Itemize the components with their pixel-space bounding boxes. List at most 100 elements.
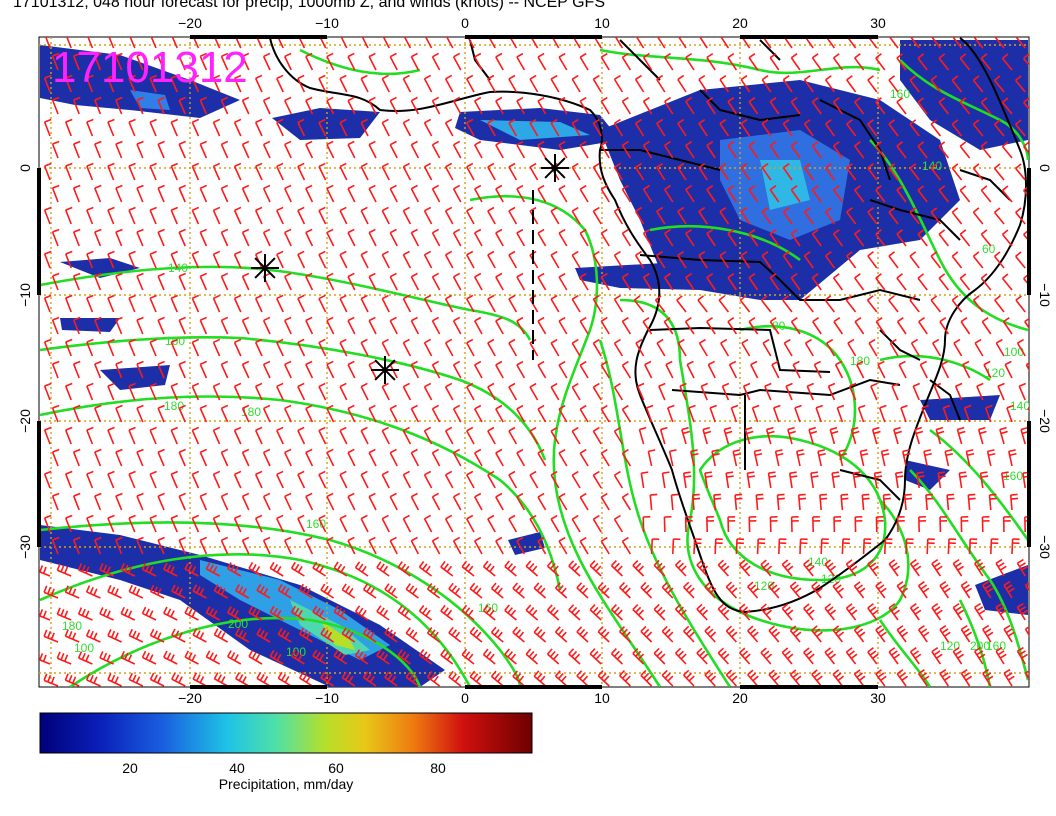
wind-barb [495, 272, 504, 291]
wind-barb [212, 118, 221, 137]
wind-barb [988, 493, 997, 511]
wind-barb [205, 606, 220, 621]
storm-marker-1 [541, 154, 569, 182]
wind-barb [326, 492, 335, 511]
wind-barb [85, 673, 101, 687]
wind-barb [558, 140, 568, 159]
wind-barb [621, 360, 632, 379]
wind-barb [51, 448, 60, 467]
wind-barb [1015, 163, 1026, 181]
wind-barb [86, 74, 94, 93]
wind-barb [914, 426, 924, 445]
wind-barb [688, 404, 696, 423]
wind-barb [558, 492, 568, 511]
wind-barb [537, 536, 547, 555]
wind-barb [220, 140, 229, 159]
wind-barb [418, 560, 433, 577]
wind-barb [875, 141, 886, 159]
wind-barb [558, 404, 568, 423]
wind-barb [550, 426, 560, 445]
wind-barb [954, 382, 963, 401]
wind-barb [284, 492, 292, 511]
wind-barb [107, 629, 122, 643]
wind-barb [512, 670, 525, 687]
wind-barb [381, 206, 390, 225]
wind-barb [362, 627, 377, 643]
wind-barb [576, 670, 589, 687]
wind-barb [444, 74, 454, 93]
wind-barb [938, 141, 950, 159]
storm-markers [251, 154, 569, 384]
wind-barb [589, 560, 602, 577]
wind-barb [171, 628, 186, 643]
wind-barb [682, 471, 692, 489]
wind-barb [529, 426, 539, 445]
wind-barb [959, 141, 971, 159]
wind-barb [932, 338, 942, 357]
wind-barb [233, 250, 242, 269]
wind-barb [297, 74, 306, 93]
wind-barb [959, 53, 971, 71]
wind-barb [150, 37, 157, 49]
wind-barb [951, 37, 963, 49]
lat-tick-label: −20 [17, 409, 33, 433]
wind-barb [944, 449, 954, 467]
wind-barb [233, 382, 242, 401]
wind-barb [297, 470, 306, 489]
wind-barb [149, 628, 165, 643]
contour-label: 200 [970, 639, 990, 653]
wind-barb [533, 626, 547, 643]
wind-barb [579, 360, 589, 379]
wind-barb [256, 627, 271, 643]
wind-barb [191, 514, 200, 533]
wind-barb [86, 426, 94, 445]
wind-barb [305, 96, 314, 115]
wind-barb [72, 272, 81, 291]
wind-barb [597, 626, 610, 643]
wind-barb [199, 184, 208, 203]
wind-barb [642, 96, 653, 115]
wind-barb [698, 74, 708, 93]
wind-barb [107, 470, 115, 489]
wind-barb [305, 448, 314, 467]
wind-barb [212, 382, 221, 401]
wind-barb [199, 536, 208, 555]
wind-barb [719, 250, 730, 269]
wind-barb [702, 426, 712, 445]
wind-barb [529, 118, 539, 137]
wind-barb [226, 562, 242, 577]
wind-barb [663, 317, 674, 335]
wind-barb [128, 162, 136, 181]
wind-barb [664, 228, 674, 247]
wind-barb [170, 426, 178, 445]
wind-barb [684, 317, 695, 335]
wind-barb [389, 52, 398, 71]
wind-barb [776, 493, 785, 511]
wind-barb [284, 316, 292, 335]
wind-barb [832, 141, 844, 159]
lon-labels-top: −20 −10 0 10 20 30 [178, 15, 886, 31]
wind-barb [389, 404, 398, 423]
wind-barb [297, 118, 306, 137]
wind-barb [381, 382, 390, 401]
wind-barb [452, 448, 462, 467]
wind-barb [86, 206, 94, 225]
wind-barb [600, 52, 610, 71]
wind-barb [99, 563, 114, 577]
wind-barb [995, 338, 1005, 357]
wind-barb [896, 97, 907, 115]
wind-barb [579, 140, 589, 159]
wind-barb [882, 493, 891, 511]
wind-barb [1000, 471, 1010, 489]
wind-barb [233, 294, 242, 313]
wind-barb [769, 516, 778, 533]
wind-barb [529, 162, 539, 181]
wind-barb [719, 206, 730, 225]
wind-barb [452, 96, 462, 115]
wind-barb [811, 97, 822, 115]
wind-barb [424, 37, 433, 49]
wind-barb [917, 53, 928, 71]
wind-barb [262, 360, 271, 379]
wind-barb [870, 382, 878, 401]
wind-barb [1015, 207, 1026, 225]
